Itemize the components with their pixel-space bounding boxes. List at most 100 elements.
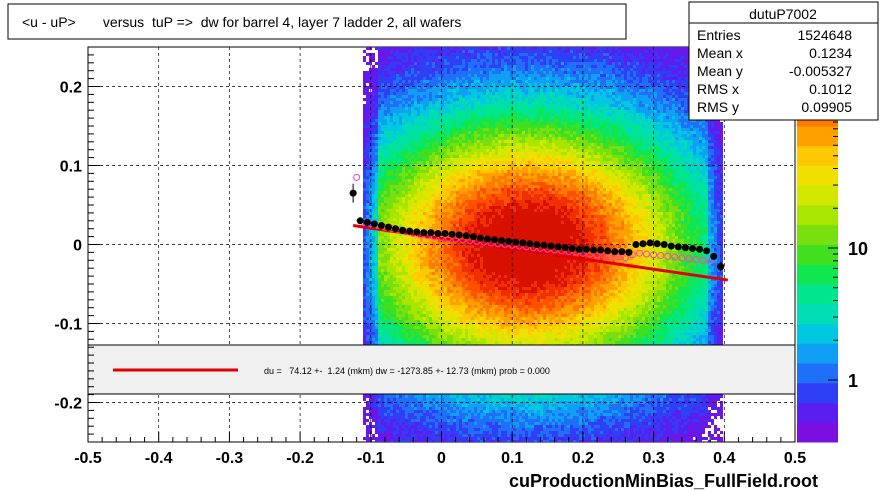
profile-black-point [554,243,562,251]
y-tick-label: 0.2 [60,80,82,97]
color-bar-segment [797,402,838,423]
profile-pink-point [671,253,679,261]
color-bar-segment [797,382,838,403]
profile-black-point [667,242,675,250]
profile-pink-point [586,250,594,258]
profile-black-point [512,238,520,246]
profile-black-point [498,237,506,245]
profile-black-point [349,189,357,197]
profile-pink-point [459,236,467,244]
profile-black-point [448,230,456,238]
profile-black-point [462,232,470,240]
profile-black-point [476,234,484,242]
color-bar-segment [797,224,838,245]
profile-black-point [420,229,428,237]
profile-pink-point [466,237,474,245]
profile-black-point [505,237,513,245]
stats-label: RMS x [697,81,739,97]
stats-value: 0.1234 [809,45,852,61]
profile-black-point [597,246,605,254]
x-tick-label: 0.2 [572,450,594,467]
color-bar-segment [797,284,838,305]
x-tick-label: 0.5 [784,450,806,467]
axes: -0.5 -0.4 -0.3 -0.2 -0.1 0 0.1 0.2 0.3 0.4 0.5 -0.2… [54,46,806,467]
profile-black-point [469,233,477,241]
x-tick-label: -0.2 [286,450,314,467]
profile-black-point [653,240,661,248]
profile-pink-point [699,256,707,264]
profile-pink-point [635,249,643,257]
profile-black-point [406,227,414,235]
profile-pink-point [353,173,361,181]
profile-black-point [370,220,378,228]
profile-black-point [646,239,654,247]
profile-black-point [434,229,442,237]
profile-black-point [377,222,385,230]
stats-label: Mean y [697,63,743,79]
profile-pink-point [445,234,453,242]
color-bar-label: 1 [848,371,858,391]
profile-black-point [639,240,647,248]
profile-pink-point [600,252,608,260]
profile-black-point [681,244,689,252]
profile-pink-point [657,252,665,260]
profile-pink-point [607,252,615,260]
y-tick-label: 0 [73,238,82,255]
y-tick-label: 0.1 [60,159,82,176]
color-bar-segment [797,422,838,443]
chart-title: <u - uP> versus tuP => dw for barrel 4, … [22,14,461,30]
profile-black-point [547,242,555,250]
color-bar-segment [797,303,838,324]
profile-black-point [533,241,541,248]
stats-value: -0.005327 [789,63,852,79]
profile-black-point [413,228,421,236]
profile-black-point [611,248,619,256]
profile-black-point [399,226,407,234]
profile-black-point [519,239,527,247]
profile-pink-point [438,233,445,241]
profile-black-point [526,240,534,248]
x-tick-label: 0.3 [642,450,664,467]
color-bar-segment [797,343,838,364]
profile-pink-point [692,256,700,264]
stats-value: 1524648 [797,27,852,43]
profile-pink-point [643,250,651,258]
profile-black-point [717,263,725,271]
profile-black-point [696,245,704,253]
profile-pink-point [678,254,686,262]
profile-black-point [384,223,392,231]
y-tick-label: -0.2 [54,396,82,413]
profile-black-point [710,252,718,260]
x-tick-label: 0.1 [501,450,523,467]
stats-label: Mean x [697,45,743,61]
profile-pink-point [685,255,693,263]
profile-black-point [703,247,711,255]
profile-black-point [568,244,576,252]
stats-value: 0.09905 [801,99,852,115]
x-tick-label: -0.1 [357,450,385,467]
x-tick-label: -0.3 [216,450,244,467]
color-bar-segment [797,264,838,285]
stats-name: dutuP7002 [749,6,817,22]
stats-box: dutuP7002 Entries 1524648 Mean x 0.1234 Mean… [688,1,879,121]
profile-black-point [356,217,364,225]
color-bar-segment [797,363,838,384]
profile-black-point [674,243,682,251]
profile-black-point [455,231,463,239]
profile-black-point [392,225,400,233]
footer-filename: cuProductionMinBias_FullField.root [509,471,818,491]
stats-value: 0.1012 [809,81,852,97]
profile-black-point [363,218,371,226]
x-tick-label: -0.5 [74,450,102,467]
profile-pink-point [621,254,629,262]
profile-black-point [540,241,548,249]
color-bar-segment [797,205,838,226]
profile-black-point [632,241,640,248]
profile-pink-point [664,252,672,260]
fit-legend-text: du = 74.12 +- 1.24 (mkm) dw = -1273.85 +… [264,366,550,376]
profile-pink-point [650,251,658,259]
profile-overlay [349,173,729,282]
profile-black-point [660,241,668,248]
profile-black-point [625,248,633,256]
